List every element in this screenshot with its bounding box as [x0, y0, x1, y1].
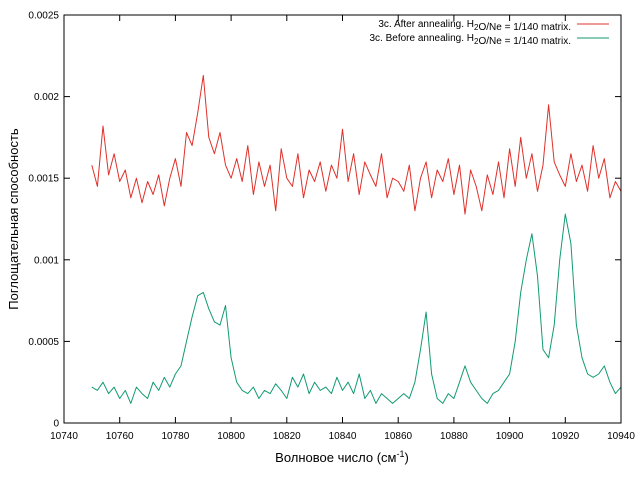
legend-text-part: O/Ne = 1/140 matrix. — [478, 22, 571, 33]
y-tick-label: 0 — [53, 419, 59, 430]
legend-subscript: 2 — [474, 23, 479, 32]
x-tick-label: 10900 — [496, 431, 524, 442]
plot-frame — [63, 14, 622, 424]
x-tick-label: 10920 — [551, 431, 579, 442]
legend-entry-2: 3c. Before annealing. H2O/Ne = 1/140 mat… — [369, 33, 571, 47]
x-tick-label: 10800 — [217, 431, 245, 442]
legend-subscript: 2 — [474, 37, 479, 46]
x-tick-label: 10940 — [607, 431, 635, 442]
x-axis-title: Волновое число (см-1) — [275, 449, 409, 465]
x-tick-label: 10860 — [384, 431, 412, 442]
legend-entry-1: 3c. After annealing. H2O/Ne = 1/140 matr… — [378, 19, 571, 33]
x-axis-title-sup: -1 — [396, 449, 404, 459]
series-line-2 — [91, 213, 622, 404]
x-tick-label: 10820 — [273, 431, 301, 442]
y-tick-label: 0.0015 — [28, 174, 59, 185]
legend-text-part: O/Ne = 1/140 matrix. — [478, 36, 571, 47]
x-axis-title-main: Волновое число (см — [275, 450, 396, 465]
x-axis-title-end: ) — [405, 450, 409, 465]
y-tick-label: 0.0005 — [28, 337, 59, 348]
x-tick-labels: 10740 10760 10780 10800 10820 10840 10860 10880… — [50, 431, 635, 442]
x-tick-label: 10740 — [50, 431, 78, 442]
legend-text-part: 3c. Before annealing. H — [369, 33, 474, 44]
y-tick-labels: 0 0.0005 0.001 0.0015 0.002 0.0025 — [28, 11, 59, 430]
y-axis-title: Поглощательная способность — [6, 128, 21, 310]
y-tick-label: 0.0025 — [28, 11, 59, 22]
y-tick-label: 0.002 — [34, 92, 59, 103]
series-line-1 — [91, 74, 622, 215]
legend-text-part: 3c. After annealing. H — [378, 19, 474, 30]
legend: 3c. After annealing. H2O/Ne = 1/140 matr… — [369, 19, 609, 47]
x-tick-label: 10760 — [106, 431, 134, 442]
x-tick-label: 10840 — [329, 431, 357, 442]
y-tick-label: 0.001 — [34, 255, 59, 266]
x-tick-label: 10780 — [161, 431, 189, 442]
data-series — [91, 74, 622, 404]
x-tick-label: 10880 — [440, 431, 468, 442]
